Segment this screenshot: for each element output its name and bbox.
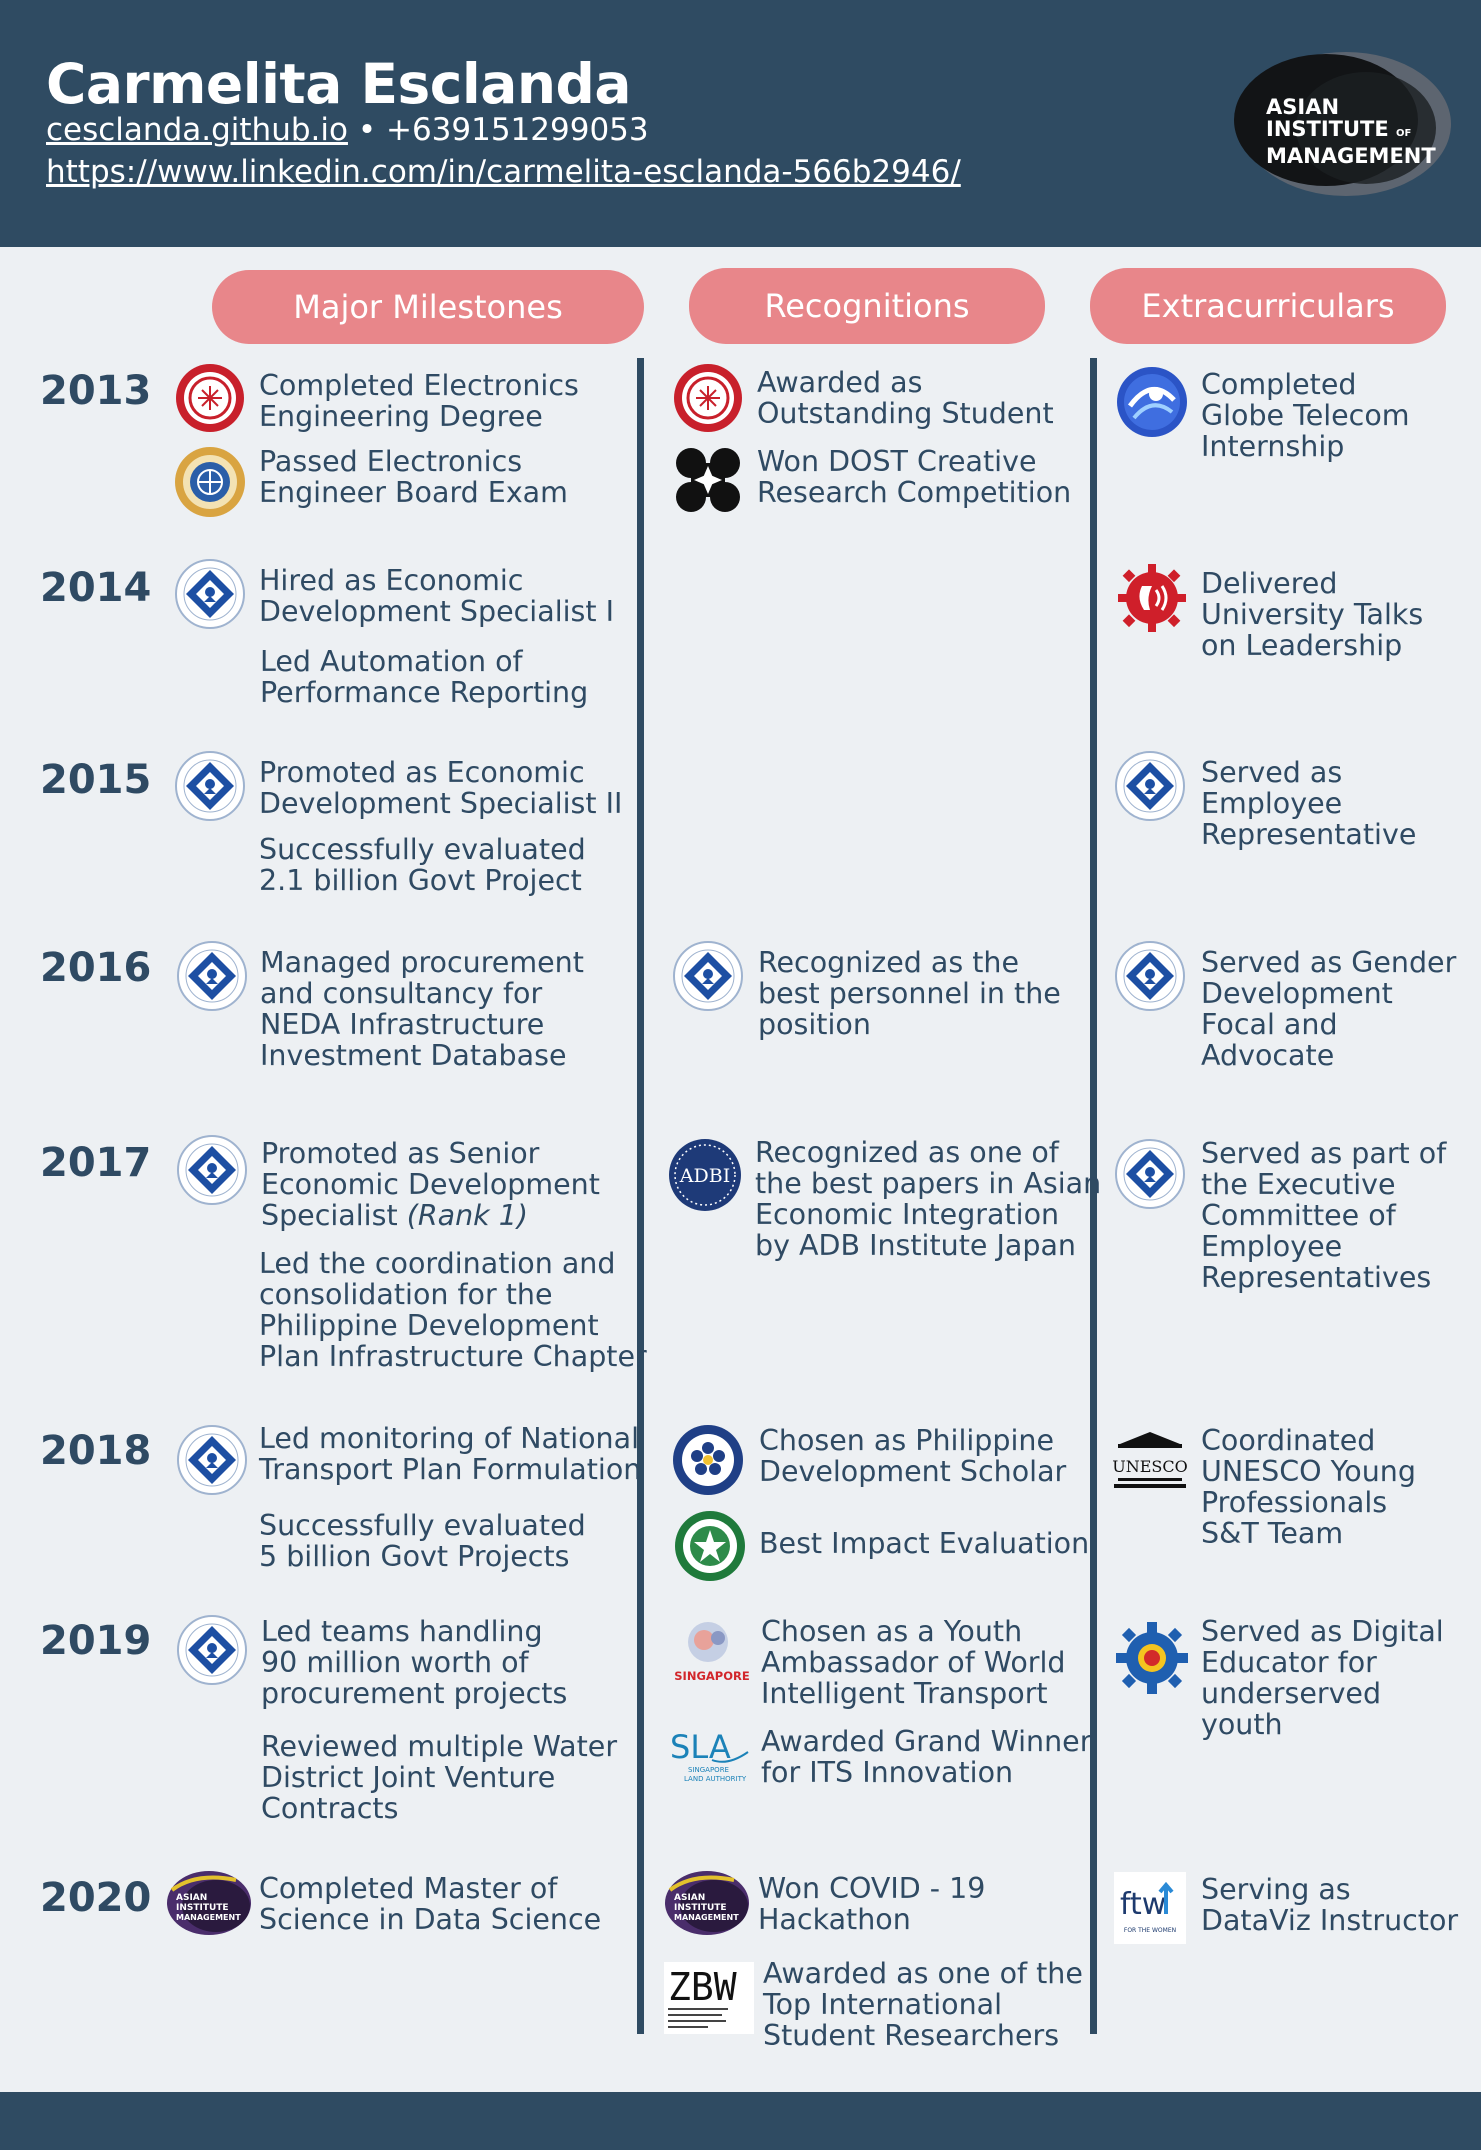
neda-seal-icon	[1114, 1138, 1186, 1210]
extracurricular-2018-unesco: Coordinated UNESCO Young Professionals S&T…	[1201, 1424, 1416, 1550]
svg-text:FOR THE WOMEN: FOR THE WOMEN	[1124, 1927, 1176, 1934]
contact-line: cesclanda.github.io • +639151299053	[46, 112, 649, 148]
person-name: Carmelita Esclanda	[46, 52, 632, 116]
svg-text:SINGAPORE: SINGAPORE	[688, 1766, 729, 1774]
unesco-logo-icon: UNESCO	[1112, 1430, 1188, 1490]
svg-text:ADBI: ADBI	[679, 1165, 730, 1187]
milestone-2017-senior: Promoted as Senior Economic Development S…	[261, 1137, 600, 1232]
year-2015: 2015	[40, 757, 152, 803]
year-2018: 2018	[40, 1428, 152, 1474]
its-singapore-logo-icon: SINGAPORE	[674, 1612, 750, 1688]
recognition-2020-hackathon: Won COVID - 19 Hackathon	[758, 1872, 986, 1936]
svg-text:ZBW: ZBW	[668, 1965, 737, 2009]
milestone-2013-board: Passed Electronics Engineer Board Exam	[259, 445, 568, 509]
neda-seal-icon	[174, 750, 246, 822]
speaker-gear-icon	[1116, 562, 1188, 634]
neda-seal-icon	[176, 940, 248, 1012]
milestone-2018-evaluated: Successfully evaluated 5 billion Govt Pro…	[259, 1509, 586, 1573]
milestone-2019-teams: Led teams handling 90 million worth of pr…	[261, 1615, 568, 1710]
milestone-2019-reviewed: Reviewed multiple Water District Joint Ve…	[261, 1730, 618, 1825]
extracurricular-2020-dataviz: Serving as DataViz Instructor	[1201, 1873, 1459, 1937]
dlsu-seal-icon	[674, 1510, 746, 1582]
year-2016: 2016	[40, 945, 152, 991]
neda-seal-icon	[1114, 750, 1186, 822]
divider-left	[637, 358, 644, 2034]
website-link[interactable]: cesclanda.github.io	[46, 112, 348, 148]
university-seal-icon	[672, 362, 744, 434]
adbi-logo-icon: ADBI	[668, 1138, 742, 1212]
neda-seal-icon	[1114, 940, 1186, 1012]
milestones-heading: Major Milestones	[212, 270, 644, 344]
recognition-2019-ambassador: Chosen as a Youth Ambassador of World Int…	[761, 1615, 1066, 1710]
svg-text:SINGAPORE: SINGAPORE	[674, 1669, 750, 1683]
svg-text:ASIAN: ASIAN	[674, 1893, 705, 1903]
svg-text:SLA: SLA	[670, 1728, 731, 1766]
milestone-2013-degree: Completed Electronics Engineering Degree	[259, 369, 579, 433]
recognition-2017-best-papers: Recognized as one of the best papers in A…	[755, 1136, 1102, 1262]
aim-small-logo-icon: ASIAN INSTITUTE MANAGEMENT	[166, 1870, 252, 1936]
neda-seal-icon	[176, 1614, 248, 1686]
svg-text:INSTITUTE: INSTITUTE	[674, 1903, 727, 1913]
svg-text:UNESCO: UNESCO	[1112, 1457, 1187, 1476]
svg-text:MANAGEMENT: MANAGEMENT	[674, 1913, 739, 1922]
extracurricular-2019-digital-educator: Served as Digital Educator for underserve…	[1201, 1615, 1444, 1741]
asean-gear-icon	[1114, 1620, 1190, 1696]
dost-logo-icon	[674, 446, 742, 514]
milestone-2018-monitoring: Led monitoring of National Transport Plan…	[259, 1422, 642, 1486]
extracurricular-2017-executive: Served as part of the Executive Committee…	[1201, 1137, 1447, 1294]
aim-logo	[1234, 52, 1451, 196]
year-2020: 2020	[40, 1875, 152, 1921]
sla-logo-icon: SLA SINGAPORE LAND AUTHORITY	[668, 1726, 754, 1784]
neda-seal-icon	[176, 1424, 248, 1496]
recognitions-heading: Recognitions	[689, 268, 1045, 344]
svg-text:ftw: ftw	[1120, 1887, 1166, 1922]
extracurriculars-heading: Extracurriculars	[1090, 268, 1446, 344]
neda-seal-icon	[672, 940, 744, 1012]
recognition-2018-impact: Best Impact Evaluation	[759, 1527, 1090, 1560]
prc-seal-icon	[174, 446, 246, 518]
footer-bar	[0, 2092, 1481, 2150]
milestone-2014-automation: Led Automation of Performance Reporting	[260, 645, 589, 709]
recognition-2013-outstanding: Awarded as Outstanding Student	[757, 366, 1054, 430]
ftw-logo-icon: ftw FOR THE WOMEN	[1114, 1872, 1186, 1944]
pids-seal-icon	[672, 1424, 744, 1496]
recognition-2020-researchers: Awarded as one of the Top International S…	[763, 1957, 1083, 2052]
phone-number: +639151299053	[385, 112, 649, 148]
zbw-logo-icon: ZBW	[664, 1962, 754, 2034]
recognition-2013-dost: Won DOST Creative Research Competition	[757, 445, 1072, 509]
aim-logo-text: ASIAN INSTITUTE OF MANAGEMENT	[1266, 95, 1436, 168]
recognition-2019-grand-winner: Awarded Grand Winner for ITS Innovation	[761, 1725, 1092, 1789]
milestone-2015-promoted: Promoted as Economic Development Speciali…	[259, 756, 623, 820]
milestone-2014-hired: Hired as Economic Development Specialist …	[259, 564, 615, 628]
extracurricular-2013-globe: Completed Globe Telecom Internship	[1201, 368, 1410, 463]
svg-text:LAND AUTHORITY: LAND AUTHORITY	[684, 1775, 747, 1783]
aim-small-logo-icon: ASIAN INSTITUTE MANAGEMENT	[664, 1870, 750, 1936]
globe-telecom-logo-icon	[1116, 366, 1188, 438]
year-2014: 2014	[40, 565, 152, 611]
extracurricular-2014-talks: Delivered University Talks on Leadership	[1201, 567, 1424, 662]
milestone-2017-coordination: Led the coordination and consolidation fo…	[259, 1247, 647, 1373]
linkedin-link[interactable]: https://www.linkedin.com/in/carmelita-es…	[46, 154, 961, 190]
extracurricular-2015-representative: Served as Employee Representative	[1201, 756, 1417, 851]
neda-seal-icon	[176, 1134, 248, 1206]
svg-text:ASIAN: ASIAN	[176, 1893, 207, 1903]
svg-text:MANAGEMENT: MANAGEMENT	[176, 1913, 241, 1922]
milestone-2020-masters: Completed Master of Science in Data Scien…	[259, 1872, 602, 1936]
separator: •	[357, 112, 377, 148]
university-seal-icon	[174, 362, 246, 434]
extracurricular-2016-gender: Served as Gender Development Focal and Adv…	[1201, 946, 1457, 1072]
svg-text:INSTITUTE: INSTITUTE	[176, 1903, 229, 1913]
recognition-2016-best-personnel: Recognized as the best personnel in the p…	[758, 946, 1061, 1041]
milestone-2015-evaluated: Successfully evaluated 2.1 billion Govt P…	[259, 833, 586, 897]
divider-right	[1090, 358, 1097, 2034]
milestone-2016-procurement: Managed procurement and consultancy for N…	[260, 946, 584, 1072]
year-2013: 2013	[40, 368, 152, 414]
year-2019: 2019	[40, 1618, 152, 1664]
linkedin-line: https://www.linkedin.com/in/carmelita-es…	[46, 154, 961, 190]
year-2017: 2017	[40, 1140, 152, 1186]
recognition-2018-scholar: Chosen as Philippine Development Scholar	[759, 1424, 1067, 1488]
neda-seal-icon	[174, 558, 246, 630]
